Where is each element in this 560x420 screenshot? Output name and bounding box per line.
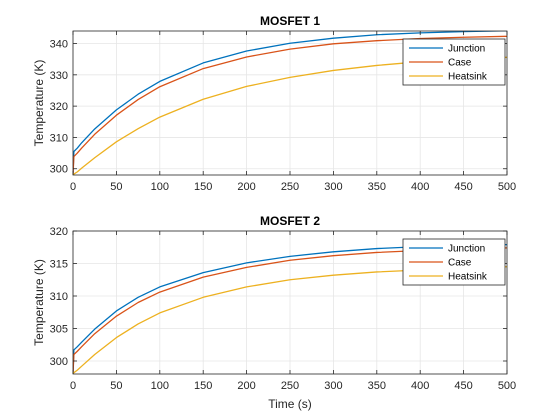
series-group [73,31,507,175]
series-line-junction [73,31,507,175]
legend-label-junction: Junction [448,244,485,255]
x-axis-label: Time (s) [268,397,312,411]
legend-label-case: Case [448,258,472,269]
x-tick-label: 200 [237,380,255,392]
y-tick-label: 310 [50,291,68,303]
y-tick-label: 315 [50,259,68,271]
series-line-case [73,247,507,374]
chart-panel-1: 0 50 100 150 200 250 300 350 400 450 500 300 310 320 3… [32,14,516,193]
y-tick-label: 320 [50,101,68,113]
y-axis-label: Temperature (K) [32,259,46,346]
legend: Junction Case Heatsink [402,238,506,286]
y-tick-label: 340 [50,39,68,51]
y-tick-label: 330 [50,70,68,82]
x-tick-label: 450 [454,380,472,392]
legend: Junction Case Heatsink [402,38,506,86]
y-tick-label: 305 [50,324,68,336]
legend-label-heatsink: Heatsink [448,72,488,83]
y-tick-label: 320 [50,226,68,238]
x-tick-label: 0 [70,181,76,193]
chart-title: MOSFET 1 [260,14,320,28]
x-tick-label: 350 [368,380,386,392]
x-tick-label: 50 [110,181,122,193]
series-line-heatsink [73,56,507,175]
x-tick-label: 0 [70,380,76,392]
x-tick-label: 100 [151,380,169,392]
series-line-junction [73,244,507,374]
x-tick-label: 300 [324,181,342,193]
x-tick-label: 250 [281,181,299,193]
x-tick-label: 150 [194,380,212,392]
x-tick-label: 150 [194,181,212,193]
y-tick-label: 310 [50,132,68,144]
x-tick-label: 400 [411,181,429,193]
series-line-case [73,35,507,175]
series-group [73,244,507,374]
x-tick-label: 450 [454,181,472,193]
series-line-heatsink [73,266,507,374]
x-tick-label: 350 [368,181,386,193]
legend-label-junction: Junction [448,44,485,55]
x-tick-label: 50 [110,380,122,392]
y-tick-label: 300 [50,356,68,368]
x-tick-label: 250 [281,380,299,392]
x-tick-label: 500 [498,380,516,392]
x-tick-label: 400 [411,380,429,392]
x-tick-label: 300 [324,380,342,392]
y-axis-label: Temperature (K) [32,60,46,147]
legend-label-case: Case [448,58,472,69]
chart-title: MOSFET 2 [260,214,320,228]
x-tick-label: 500 [498,181,516,193]
y-tick-label: 300 [50,164,68,176]
x-tick-label: 200 [237,181,255,193]
chart-panel-2: 0 50 100 150 200 250 300 350 400 450 500 300 305 310 3… [32,214,516,411]
legend-label-heatsink: Heatsink [448,272,488,283]
x-tick-label: 100 [151,181,169,193]
